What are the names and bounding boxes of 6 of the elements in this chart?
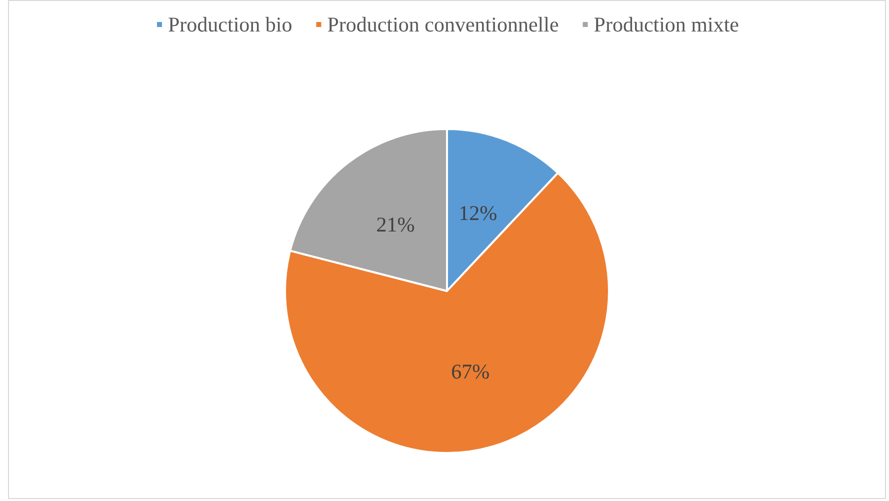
legend-label: Production conventionnelle — [327, 12, 559, 36]
data-label: 67% — [451, 360, 490, 384]
data-label: 21% — [376, 212, 415, 237]
legend-label: Production mixte — [594, 12, 740, 36]
data-label: 12% — [458, 200, 498, 225]
legend-label: Production bio — [168, 12, 292, 36]
